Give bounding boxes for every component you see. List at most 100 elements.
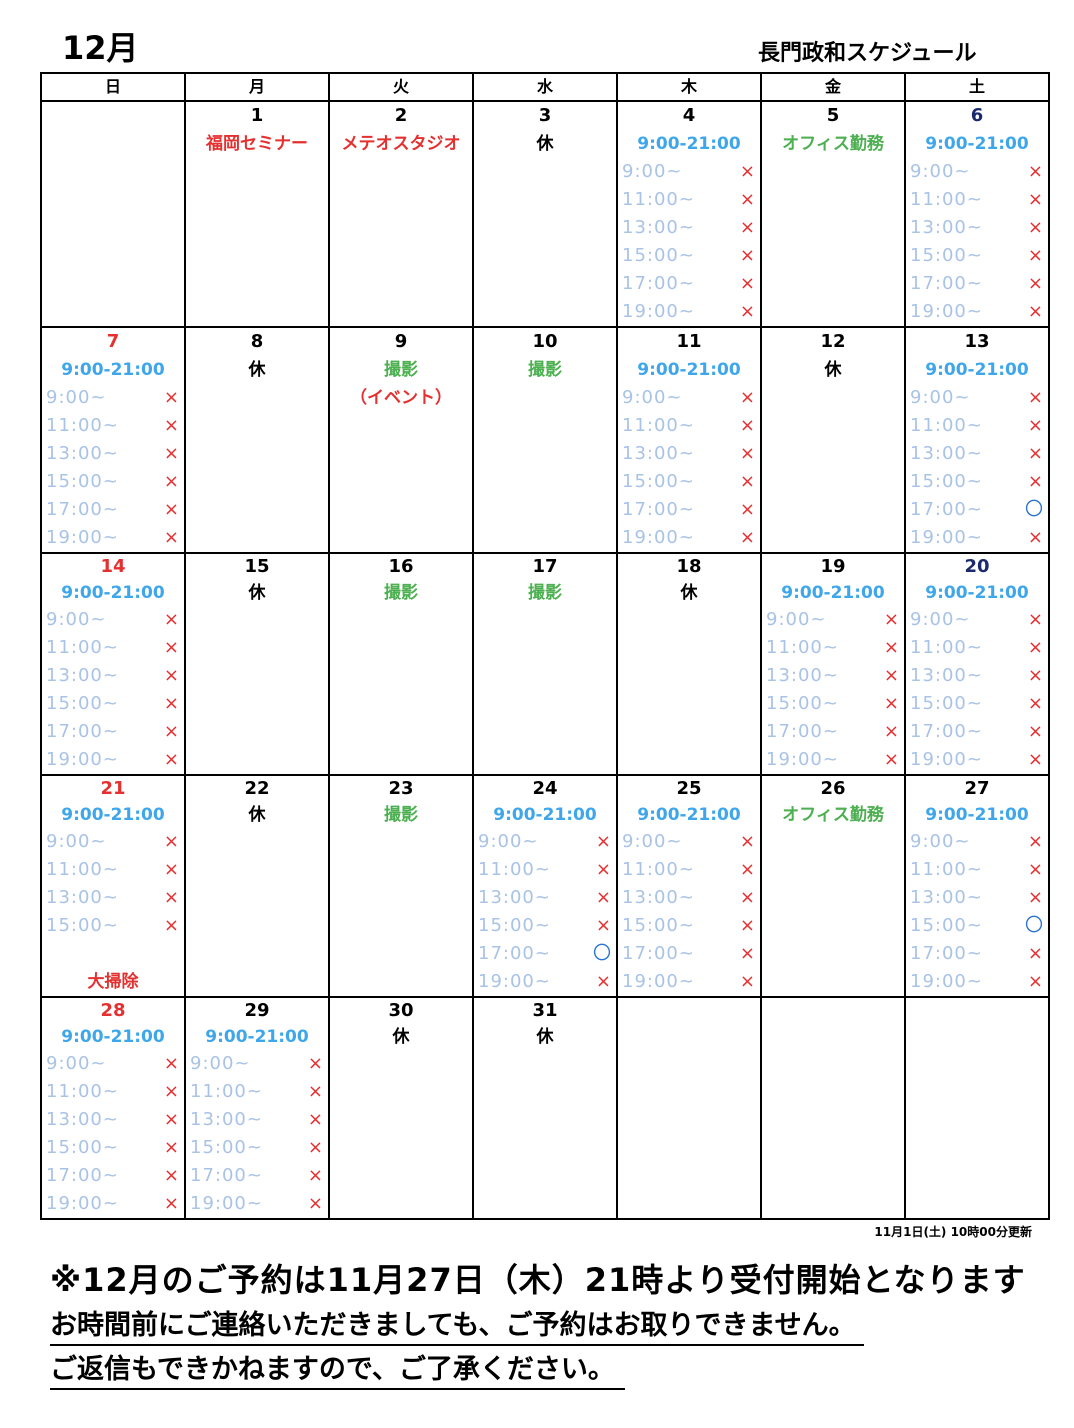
slot-time: 19:00~	[478, 971, 551, 992]
time-slot: 9:00~ ×	[42, 384, 184, 412]
unavailable-x-icon: ×	[739, 245, 756, 266]
day-cell-content: 10 撮影	[474, 328, 616, 552]
day-number: 28	[100, 1000, 126, 1021]
day-number: 7	[106, 331, 120, 352]
unavailable-x-icon: ×	[1027, 721, 1044, 742]
unavailable-x-icon: ×	[163, 1081, 180, 1102]
time-slot: 13:00~ ×	[186, 1106, 328, 1134]
time-slot: 17:00~ 〇	[474, 940, 616, 968]
time-slot: 15:00~ ×	[618, 912, 760, 940]
unavailable-x-icon: ×	[307, 1193, 324, 1214]
time-slot: 19:00~ ×	[906, 298, 1048, 326]
empty-day-cell	[904, 996, 1050, 1220]
slot-time: 17:00~	[622, 943, 695, 964]
time-slot: 15:00~ ×	[906, 690, 1048, 718]
notice-no-reply: ご返信もできかねますので、ご了承ください。	[50, 1352, 625, 1390]
day-number: 17	[532, 556, 558, 577]
slot-time: 15:00~	[910, 245, 983, 266]
time-slot: 11:00~ ×	[906, 186, 1048, 214]
day-label: 9:00-21:00	[205, 1027, 309, 1047]
day-label: オフィス勤務	[782, 134, 884, 154]
time-slot: 15:00~ 〇	[906, 912, 1048, 940]
unavailable-x-icon: ×	[1027, 693, 1044, 714]
time-slot: 15:00~ ×	[42, 912, 184, 940]
day-label: 9:00-21:00	[925, 360, 1029, 380]
unavailable-x-icon: ×	[595, 859, 612, 880]
day-label: 休	[824, 360, 842, 380]
day-cell-content: 1 福岡セミナー	[186, 102, 328, 326]
slot-time: 9:00~	[910, 161, 971, 182]
slot-time: 13:00~	[46, 887, 119, 908]
day-label: 撮影	[528, 583, 562, 603]
slot-time: 9:00~	[46, 831, 107, 852]
day-cell-content: 19 9:00-21:00 9:00~ × 11:00~ × 13:00~ × 15:00~ × 1…	[762, 554, 904, 774]
slot-time: 9:00~	[478, 831, 539, 852]
day-number: 30	[388, 1000, 414, 1021]
unavailable-x-icon: ×	[1027, 189, 1044, 210]
time-slot: 13:00~ ×	[618, 884, 760, 912]
time-slot: 15:00~ ×	[906, 242, 1048, 270]
unavailable-x-icon: ×	[307, 1081, 324, 1102]
unavailable-x-icon: ×	[307, 1053, 324, 1074]
time-slot: 19:00~ ×	[906, 524, 1048, 552]
time-slot: 9:00~ ×	[762, 606, 904, 634]
time-slot: 19:00~ ×	[618, 524, 760, 552]
unavailable-x-icon: ×	[163, 721, 180, 742]
day-label: 撮影	[384, 360, 418, 380]
slot-time: 17:00~	[478, 943, 551, 964]
time-slot: 11:00~ ×	[42, 634, 184, 662]
day-cell-13: 13 9:00-21:00 9:00~ × 11:00~ × 13:00~ × 15:00~ × 1…	[904, 326, 1050, 554]
day-number: 20	[964, 556, 990, 577]
time-slot: 13:00~ ×	[906, 214, 1048, 242]
unavailable-x-icon: ×	[739, 217, 756, 238]
slot-time: 19:00~	[622, 971, 695, 992]
day-number: 11	[676, 331, 702, 352]
day-cell-5: 5 オフィス勤務	[760, 100, 906, 328]
weekday-header-5: 金	[760, 72, 906, 102]
time-slot: 11:00~ ×	[474, 856, 616, 884]
time-slot: 9:00~ ×	[474, 828, 616, 856]
day-cell-content: 6 9:00-21:00 9:00~ × 11:00~ × 13:00~ × 15:00~ × 17…	[906, 102, 1048, 326]
unavailable-x-icon: ×	[163, 887, 180, 908]
weekday-header-2: 火	[328, 72, 474, 102]
time-slot: 9:00~ ×	[618, 158, 760, 186]
day-cell-content: 18 休	[618, 554, 760, 774]
unavailable-x-icon: ×	[1027, 859, 1044, 880]
time-slot: 11:00~ ×	[618, 412, 760, 440]
time-slot: 17:00~ 〇	[906, 496, 1048, 524]
day-cell-4: 4 9:00-21:00 9:00~ × 11:00~ × 13:00~ × 15:00~ × 17…	[616, 100, 762, 328]
unavailable-x-icon: ×	[1027, 887, 1044, 908]
day-number: 23	[388, 778, 414, 799]
unavailable-x-icon: ×	[1027, 665, 1044, 686]
slot-time: 13:00~	[46, 1109, 119, 1130]
slot-time: 11:00~	[766, 637, 839, 658]
day-label: 福岡セミナー	[206, 134, 308, 154]
slot-time: 9:00~	[622, 161, 683, 182]
slot-time: 15:00~	[190, 1137, 263, 1158]
slot-time: 19:00~	[622, 527, 695, 548]
time-slot: 17:00~ ×	[618, 940, 760, 968]
slot-time: 17:00~	[622, 499, 695, 520]
day-cell-29: 29 9:00-21:00 9:00~ × 11:00~ × 13:00~ × 15:00~ × 1…	[184, 996, 330, 1220]
calendar-grid: 日月火水木金土 1 福岡セミナー 2 メテオスタジオ 3 休 4 9:00-21:00 9:00…	[40, 72, 1050, 1220]
day-label: 9:00-21:00	[61, 360, 165, 380]
slot-time: 13:00~	[478, 887, 551, 908]
day-label: 9:00-21:00	[61, 805, 165, 825]
unavailable-x-icon: ×	[163, 915, 180, 936]
unavailable-x-icon: ×	[1027, 273, 1044, 294]
slot-time: 15:00~	[766, 693, 839, 714]
time-slot: 9:00~ ×	[906, 828, 1048, 856]
unavailable-x-icon: ×	[1027, 609, 1044, 630]
day-label: 9:00-21:00	[925, 134, 1029, 154]
time-slot: 17:00~ ×	[42, 1162, 184, 1190]
time-slot: 19:00~ ×	[42, 746, 184, 774]
day-label: 撮影	[384, 805, 418, 825]
time-slot: 13:00~ ×	[906, 884, 1048, 912]
day-cell-content: 24 9:00-21:00 9:00~ × 11:00~ × 13:00~ × 15:00~ × 1…	[474, 776, 616, 996]
unavailable-x-icon: ×	[739, 471, 756, 492]
day-label: 9:00-21:00	[925, 583, 1029, 603]
day-label: 9:00-21:00	[925, 805, 1029, 825]
slot-time: 19:00~	[46, 1193, 119, 1214]
time-slot: 9:00~ ×	[42, 828, 184, 856]
